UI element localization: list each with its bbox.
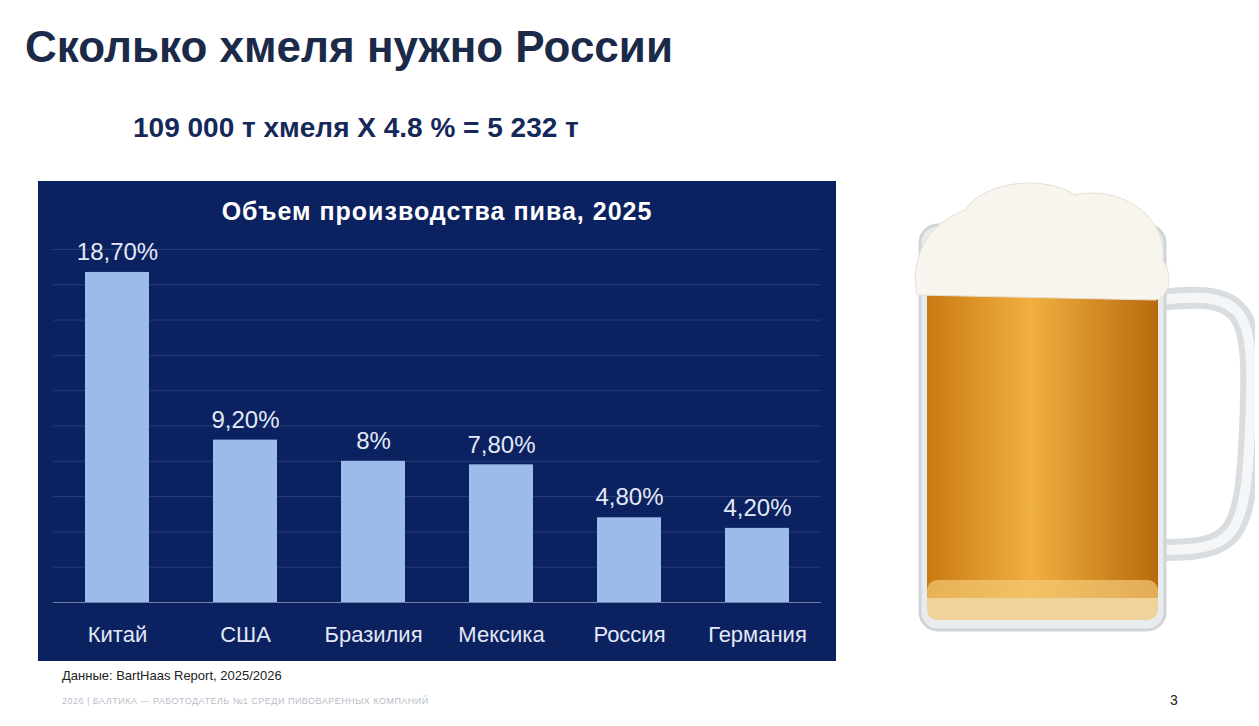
html-text:Данные: BartHaas Report, 2025/: Данные: BartHaas Report, 2025/2026	[62, 668, 282, 683]
svg-text:Китай: Китай	[88, 622, 147, 647]
svg-text:18,70%: 18,70%	[77, 238, 158, 265]
svg-text:8%: 8%	[356, 427, 391, 454]
svg-text:Мексика: Мексика	[458, 622, 545, 647]
svg-text:4,80%: 4,80%	[595, 483, 663, 510]
svg-text:США: США	[220, 622, 271, 647]
svg-text:7,80%: 7,80%	[467, 431, 535, 458]
html-text:109 000 т хмеля X 4.8 % = 5 23: 109 000 т хмеля X 4.8 % = 5 232 т	[133, 112, 579, 143]
html-text:3: 3	[1170, 692, 1178, 708]
svg-text:Россия: Россия	[593, 622, 665, 647]
svg-text:Германия: Германия	[708, 622, 807, 647]
html-text:Сколько хмеля нужно России: Сколько хмеля нужно России	[25, 22, 673, 71]
svg-text:9,20%: 9,20%	[211, 406, 279, 433]
svg-text:Бразилия: Бразилия	[324, 622, 422, 647]
html-text:2026 | БАЛТИКА — РАБОТОДАТЕЛЬ: 2026 | БАЛТИКА — РАБОТОДАТЕЛЬ №1 СРЕДИ П…	[62, 696, 429, 706]
svg-text:4,20%: 4,20%	[723, 494, 791, 521]
html-text:Объем производства пива, 2025: Объем производства пива, 2025	[221, 197, 653, 225]
